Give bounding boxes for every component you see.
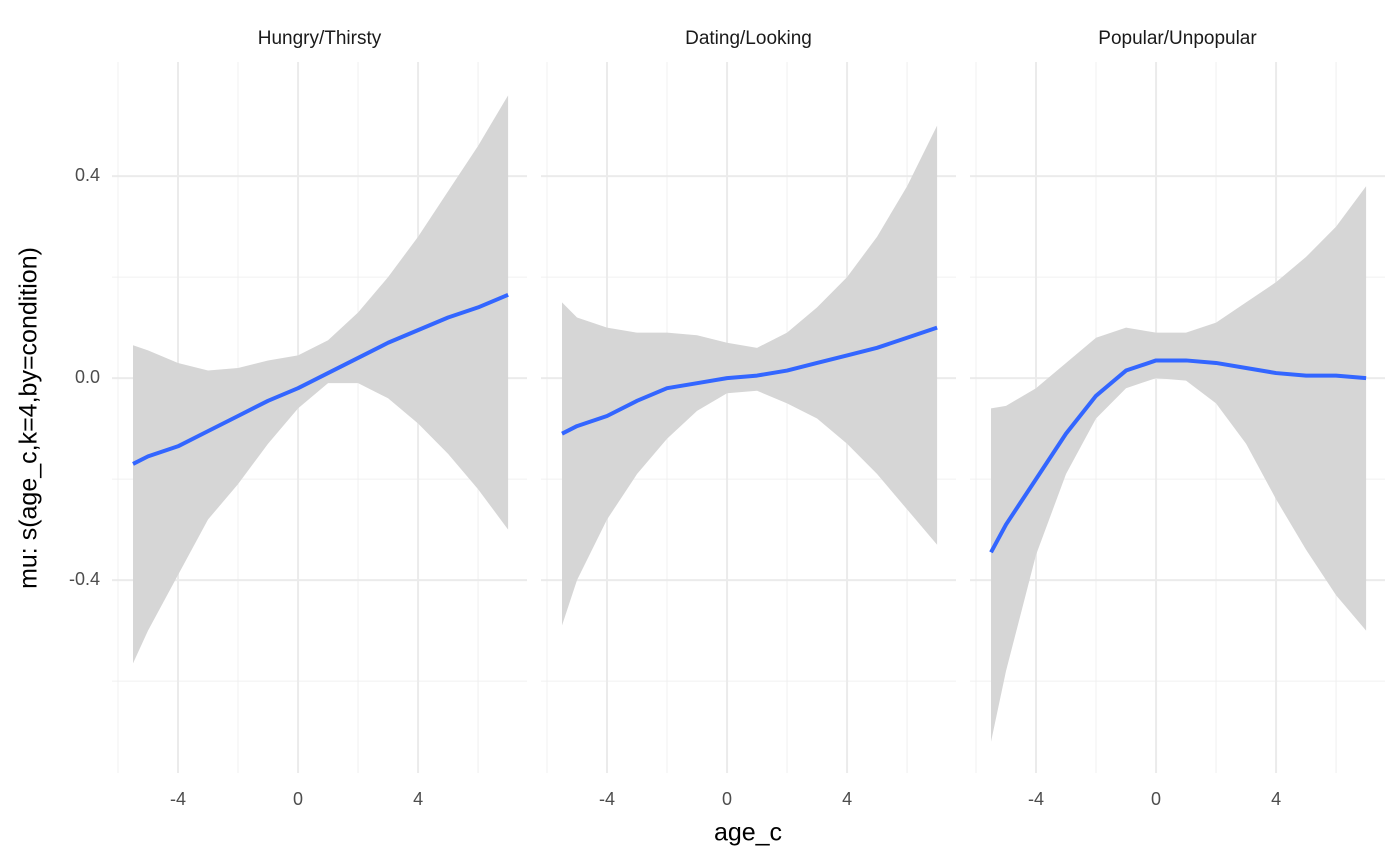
confidence-band: [133, 95, 509, 664]
strip-title: Dating/Looking: [685, 28, 812, 49]
x-tick-label: 0: [1151, 789, 1161, 809]
y-tick-label: 0.4: [75, 165, 100, 185]
fit-line: [989, 358, 1367, 554]
y-axis-title: mu: s(age_c,k=4,by=condition): [15, 247, 43, 589]
confidence-band: [991, 186, 1367, 742]
x-axis-title: age_c: [714, 819, 782, 847]
x-tick-label: 4: [842, 789, 852, 809]
x-tick-label: 4: [1271, 789, 1281, 809]
x-tick-label: 4: [413, 789, 423, 809]
y-tick-label: -0.4: [69, 569, 100, 589]
strip-title: Popular/Unpopular: [1098, 28, 1257, 49]
y-tick-label: 0.0: [75, 367, 100, 387]
strip-title: Hungry/Thirsty: [258, 28, 382, 49]
x-tick-label: 0: [722, 789, 732, 809]
x-tick-label: -4: [170, 789, 186, 809]
x-tick-label: -4: [1028, 789, 1044, 809]
fit-line: [132, 292, 509, 466]
x-tick-label: -4: [599, 789, 615, 809]
fit-line: [561, 325, 938, 436]
x-tick-label: 0: [293, 789, 303, 809]
